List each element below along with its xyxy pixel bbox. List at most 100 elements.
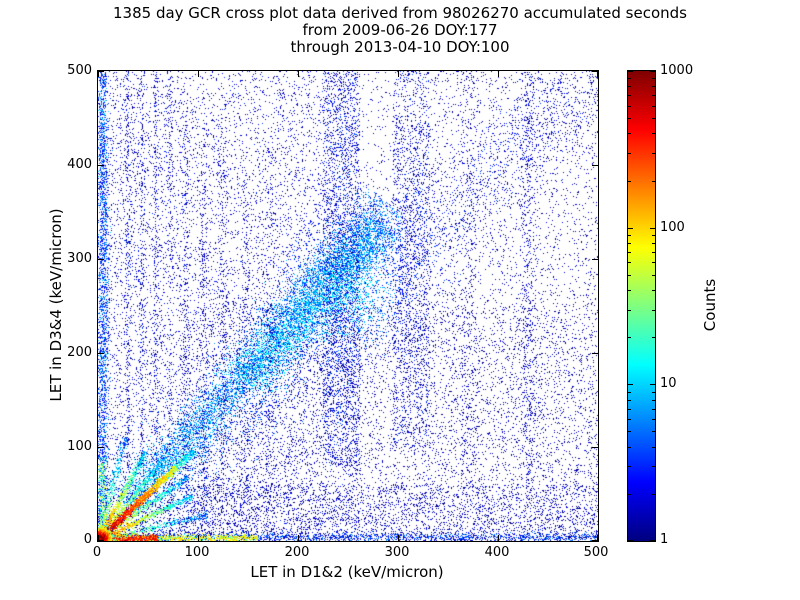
tick-mark bbox=[498, 535, 499, 541]
tick-mark bbox=[652, 392, 655, 393]
tick-mark bbox=[652, 78, 655, 79]
tick-mark bbox=[652, 337, 655, 338]
tick-mark bbox=[628, 228, 633, 229]
tick-mark bbox=[298, 535, 299, 541]
tick-mark bbox=[650, 71, 655, 72]
tick-mark bbox=[98, 71, 104, 72]
tick-mark bbox=[628, 290, 631, 291]
chart-title: 1385 day GCR cross plot data derived fro… bbox=[113, 4, 687, 22]
tick-mark bbox=[628, 337, 631, 338]
tick-mark bbox=[652, 252, 655, 253]
tick-mark bbox=[98, 535, 99, 541]
tick-mark bbox=[650, 540, 655, 541]
tick-mark bbox=[650, 384, 655, 385]
tick-mark bbox=[652, 409, 655, 410]
y-tick-label: 500 bbox=[67, 63, 92, 78]
tick-mark bbox=[628, 392, 631, 393]
y-tick-label: 300 bbox=[67, 251, 92, 266]
tick-mark bbox=[628, 235, 631, 236]
tick-mark bbox=[98, 353, 104, 354]
tick-mark bbox=[628, 431, 631, 432]
tick-mark bbox=[628, 419, 631, 420]
tick-mark bbox=[592, 447, 598, 448]
tick-mark bbox=[498, 71, 499, 77]
y-tick-label: 200 bbox=[67, 345, 92, 360]
tick-mark bbox=[628, 384, 633, 385]
tick-mark bbox=[652, 243, 655, 244]
tick-mark bbox=[652, 133, 655, 134]
tick-mark bbox=[652, 153, 655, 154]
x-tick-label: 400 bbox=[484, 545, 510, 560]
tick-mark bbox=[628, 153, 631, 154]
tick-mark bbox=[652, 419, 655, 420]
colorbar-tick-label: 100 bbox=[660, 220, 685, 235]
x-tick-label: 0 bbox=[92, 545, 102, 560]
tick-mark bbox=[628, 71, 633, 72]
tick-mark bbox=[628, 466, 631, 467]
tick-mark bbox=[398, 535, 399, 541]
chart-subtitle-through: through 2013-04-10 DOY:100 bbox=[290, 38, 510, 56]
tick-mark bbox=[628, 118, 631, 119]
tick-mark bbox=[652, 431, 655, 432]
y-tick-label: 0 bbox=[83, 532, 92, 547]
tick-mark bbox=[652, 494, 655, 495]
chart-title-block: 1385 day GCR cross plot data derived fro… bbox=[0, 5, 800, 56]
heatmap-canvas bbox=[98, 71, 598, 541]
tick-mark bbox=[98, 540, 104, 541]
tick-mark bbox=[652, 275, 655, 276]
tick-mark bbox=[652, 181, 655, 182]
tick-mark bbox=[298, 71, 299, 77]
tick-mark bbox=[652, 106, 655, 107]
tick-mark bbox=[398, 71, 399, 77]
tick-mark bbox=[628, 86, 631, 87]
tick-mark bbox=[628, 310, 631, 311]
chart-subtitle-from: from 2009-06-26 DOY:177 bbox=[302, 21, 498, 39]
tick-mark bbox=[592, 540, 598, 541]
tick-mark bbox=[628, 133, 631, 134]
tick-mark bbox=[628, 252, 631, 253]
colorbar-label: Counts bbox=[701, 278, 719, 332]
tick-mark bbox=[592, 71, 598, 72]
tick-mark bbox=[628, 400, 631, 401]
y-tick-label: 100 bbox=[67, 439, 92, 454]
tick-mark bbox=[628, 540, 633, 541]
tick-mark bbox=[628, 95, 631, 96]
tick-mark bbox=[98, 447, 104, 448]
tick-mark bbox=[628, 275, 631, 276]
tick-mark bbox=[628, 409, 631, 410]
y-tick-label: 400 bbox=[67, 157, 92, 172]
tick-mark bbox=[592, 165, 598, 166]
tick-mark bbox=[597, 535, 598, 541]
tick-mark bbox=[198, 535, 199, 541]
tick-mark bbox=[98, 165, 104, 166]
tick-mark bbox=[652, 290, 655, 291]
x-tick-label: 200 bbox=[284, 545, 310, 560]
colorbar bbox=[627, 70, 656, 542]
tick-mark bbox=[98, 259, 104, 260]
tick-mark bbox=[652, 118, 655, 119]
tick-mark bbox=[652, 262, 655, 263]
tick-mark bbox=[628, 262, 631, 263]
colorbar-tick-label: 10 bbox=[660, 376, 677, 391]
tick-mark bbox=[198, 71, 199, 77]
x-tick-label: 500 bbox=[583, 545, 609, 560]
tick-mark bbox=[652, 310, 655, 311]
tick-mark bbox=[652, 95, 655, 96]
tick-mark bbox=[597, 71, 598, 77]
tick-mark bbox=[628, 181, 631, 182]
x-axis-label: LET in D1&2 (keV/micron) bbox=[250, 563, 444, 581]
tick-mark bbox=[652, 466, 655, 467]
x-tick-label: 300 bbox=[384, 545, 410, 560]
tick-mark bbox=[652, 447, 655, 448]
tick-mark bbox=[628, 243, 631, 244]
plot-area bbox=[97, 70, 599, 542]
x-tick-label: 100 bbox=[184, 545, 210, 560]
tick-mark bbox=[652, 400, 655, 401]
tick-mark bbox=[628, 494, 631, 495]
tick-mark bbox=[628, 78, 631, 79]
tick-mark bbox=[98, 71, 99, 77]
tick-mark bbox=[628, 447, 631, 448]
tick-mark bbox=[592, 353, 598, 354]
y-axis-label: LET in D3&4 (keV/micron) bbox=[47, 208, 65, 402]
